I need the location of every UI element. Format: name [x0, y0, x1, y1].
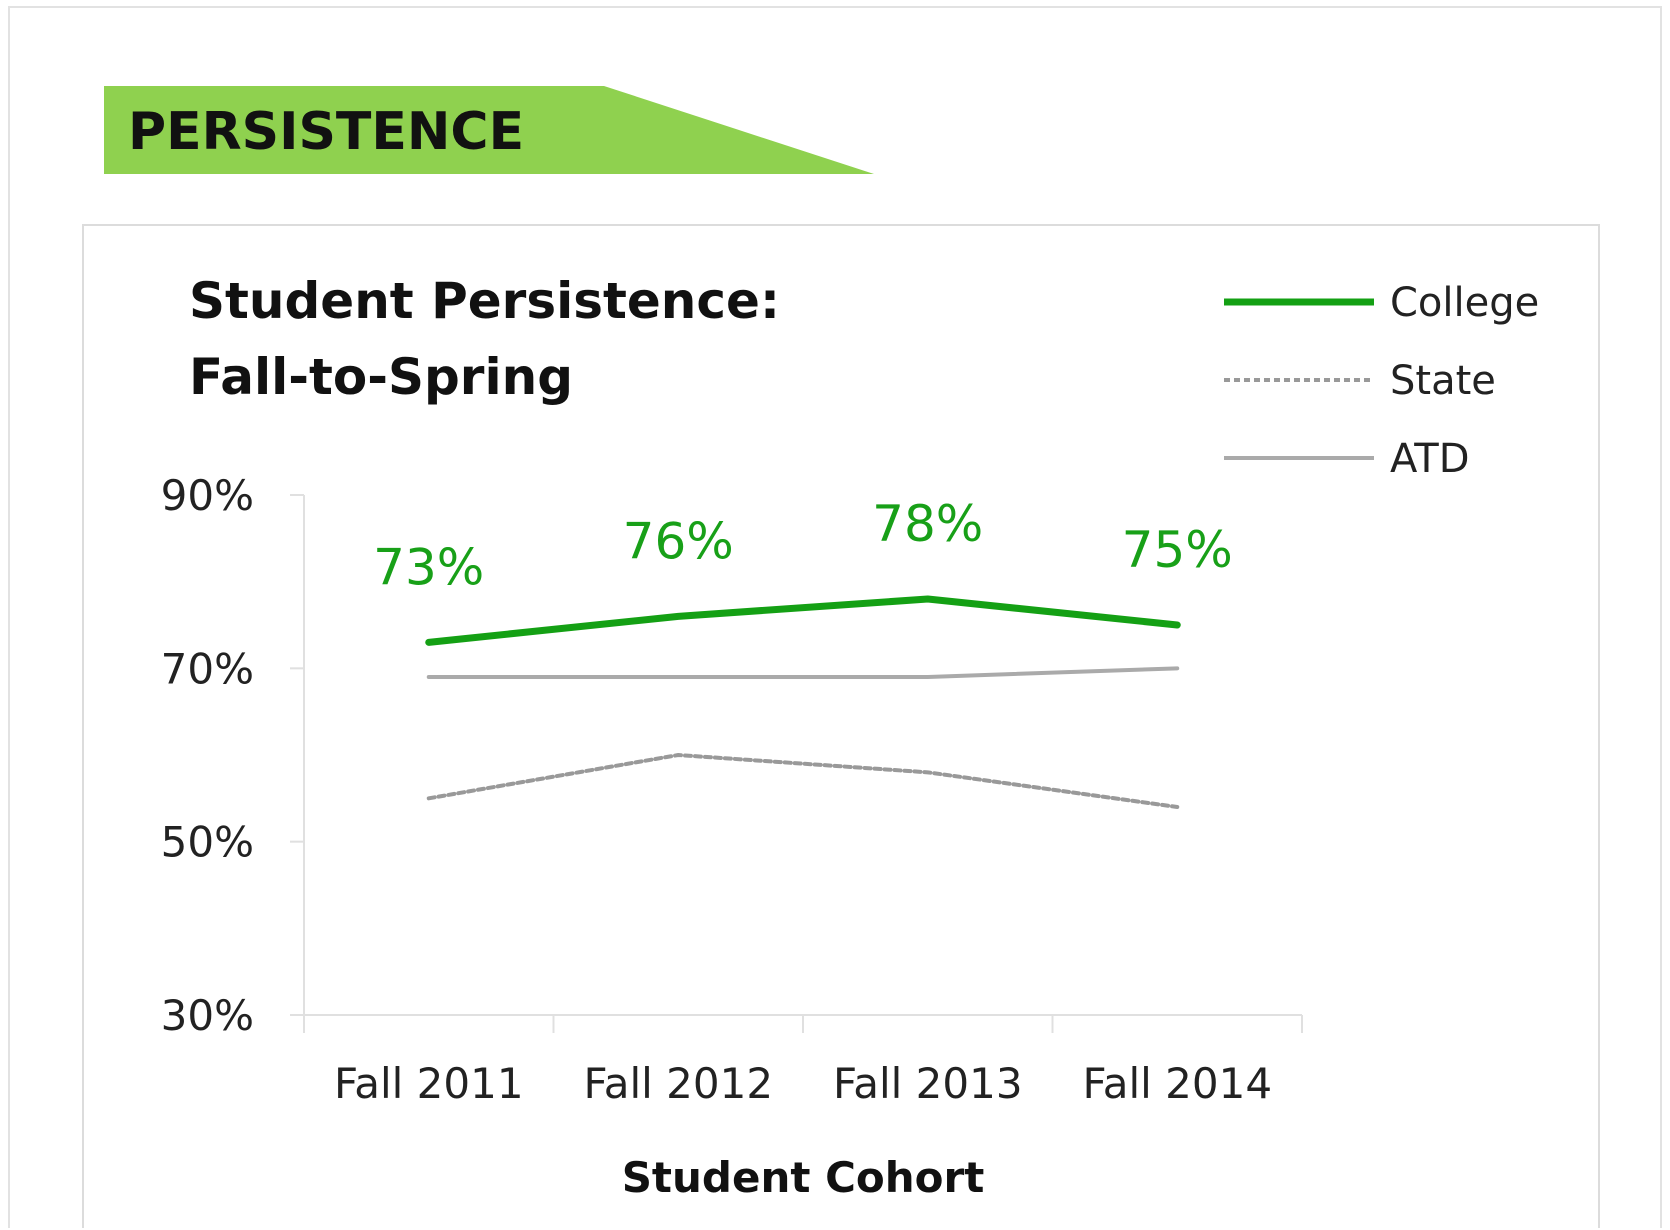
x-axis-label: Student Cohort [622, 1153, 985, 1202]
banner-title: PERSISTENCE [128, 102, 524, 162]
chart-panel: Student Persistence: Fall-to-Spring 30% 5… [82, 224, 1600, 1228]
chart-legend: College State ATD [1224, 280, 1539, 482]
data-label-college: 76% [623, 512, 734, 570]
series-layer: 73% 76% 78% 75% [373, 495, 1233, 807]
x-tick-label: Fall 2012 [583, 1059, 773, 1108]
series-line-atd [429, 668, 1178, 677]
y-tick-label: 50% [161, 818, 254, 867]
legend-label-college: College [1390, 280, 1539, 326]
data-label-college: 73% [373, 538, 484, 596]
legend-label-atd: ATD [1390, 436, 1470, 482]
y-tick-label: 70% [161, 644, 254, 693]
data-label-college: 75% [1122, 521, 1233, 579]
x-tick-label: Fall 2011 [334, 1059, 524, 1108]
chart-title-line-1: Student Persistence: [189, 272, 780, 330]
x-tick-label: Fall 2014 [1082, 1059, 1272, 1108]
y-tick-label: 90% [161, 471, 254, 520]
line-chart: Student Persistence: Fall-to-Spring 30% 5… [84, 226, 1602, 1230]
series-line-state [429, 755, 1178, 807]
data-label-college: 78% [872, 495, 983, 553]
section-banner: PERSISTENCE [104, 86, 874, 176]
chart-title-line-2: Fall-to-Spring [189, 348, 573, 406]
x-tick-label: Fall 2013 [833, 1059, 1023, 1108]
y-tick-label: 30% [161, 991, 254, 1040]
legend-label-state: State [1390, 358, 1496, 404]
series-line-college [429, 599, 1178, 642]
